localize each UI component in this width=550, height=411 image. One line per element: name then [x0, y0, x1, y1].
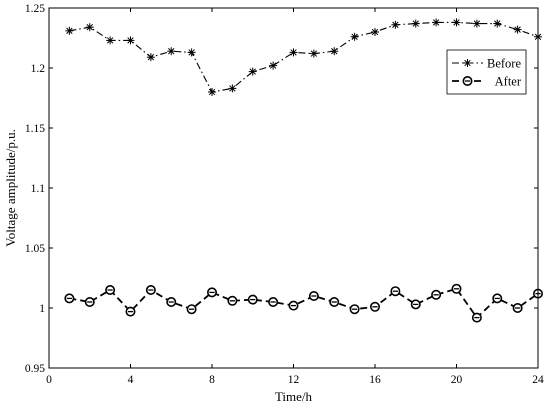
data-point [309, 49, 318, 58]
data-point [391, 20, 400, 29]
data-point [350, 32, 359, 41]
x-tick-label: 0 [46, 374, 52, 386]
series-layer [64, 18, 543, 323]
legend-marker [462, 76, 473, 87]
data-point [125, 306, 136, 317]
data-point [65, 26, 74, 35]
data-point [452, 18, 461, 27]
y-tick-label: 1.2 [31, 63, 46, 75]
legend-label: After [495, 75, 522, 89]
data-point [186, 304, 197, 315]
data-point [308, 290, 319, 301]
data-point [349, 304, 360, 315]
series-line [69, 287, 539, 319]
data-point [146, 53, 155, 62]
data-point [227, 295, 238, 306]
data-point [207, 287, 218, 298]
data-point [493, 19, 502, 28]
y-tick-label: 0.95 [25, 363, 45, 375]
series-line [69, 21, 539, 93]
data-point [64, 293, 75, 304]
legend-marker [463, 59, 472, 67]
data-point [390, 286, 401, 297]
data-point [330, 47, 339, 56]
legend-entry-before: Before [452, 57, 521, 71]
x-tick-label: 4 [128, 374, 134, 386]
series-after [64, 283, 543, 323]
legend-entry-after: After [452, 75, 522, 89]
x-axis-label: Time/h [275, 389, 313, 404]
y-tick-label: 1.1 [31, 183, 46, 195]
x-tick-label: 20 [451, 374, 463, 386]
data-point [84, 296, 95, 307]
data-point [208, 88, 216, 96]
data-point [410, 299, 421, 310]
data-point [512, 302, 523, 313]
x-tick-label: 8 [209, 374, 215, 386]
axis-ticks: 0 4 8 12 16 20 24 0.95 1 1.05 1.1 1.15 1.2 1.25 [25, 3, 544, 386]
data-point [166, 296, 177, 307]
data-point [187, 48, 196, 57]
data-point [329, 296, 340, 307]
y-axis-label: Voltage amplitude/p.u. [3, 129, 18, 247]
y-tick-label: 1.05 [25, 243, 45, 255]
data-point [145, 284, 156, 295]
data-point [411, 19, 420, 28]
legend: Before After [446, 49, 527, 95]
data-point [288, 300, 299, 311]
legend-label: Before [487, 57, 521, 71]
data-point [471, 312, 482, 323]
data-point [105, 284, 116, 295]
y-tick-label: 1.15 [25, 123, 45, 135]
data-point [247, 294, 258, 305]
data-point [369, 301, 380, 312]
data-point [289, 48, 298, 57]
legend-box [446, 49, 527, 95]
data-point [126, 36, 135, 45]
series-before [65, 18, 542, 96]
data-point [371, 28, 379, 36]
data-point [167, 47, 176, 56]
data-point [106, 36, 115, 45]
data-point [268, 296, 279, 307]
y-tick-label: 1 [39, 303, 45, 315]
data-point [472, 19, 481, 28]
data-point [228, 84, 237, 93]
data-point [431, 289, 442, 300]
x-tick-label: 12 [288, 374, 300, 386]
y-tick-label: 1.25 [25, 3, 45, 15]
data-point [432, 18, 441, 27]
plot-frame [48, 7, 539, 369]
data-point [85, 23, 94, 32]
x-tick-label: 24 [532, 374, 544, 386]
data-point [451, 283, 462, 294]
data-point [248, 67, 257, 76]
data-point [492, 293, 503, 304]
data-point [269, 61, 278, 70]
x-tick-label: 16 [369, 374, 381, 386]
data-point [513, 25, 522, 34]
